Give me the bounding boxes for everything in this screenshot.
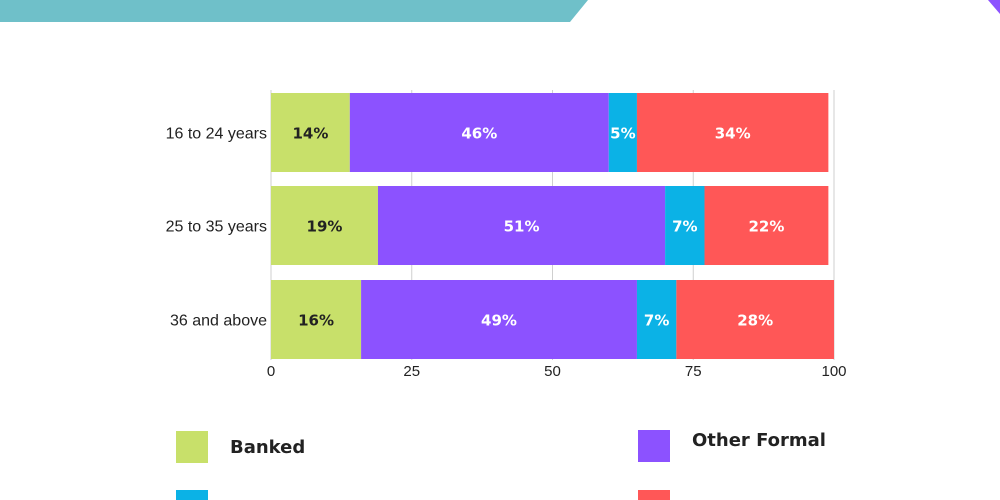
header-banner bbox=[0, 0, 588, 22]
legend-item-banked: Banked bbox=[176, 431, 305, 463]
category-label: 25 to 35 years bbox=[166, 219, 267, 236]
bar-segment bbox=[636, 280, 677, 359]
legend-swatch-banked bbox=[176, 431, 208, 463]
data-label: 16% bbox=[298, 312, 334, 330]
x-tick-label: 0 bbox=[267, 363, 275, 380]
bar-segment bbox=[349, 93, 609, 172]
legend-label-banked: Banked bbox=[230, 436, 306, 458]
bar-segment bbox=[271, 280, 362, 359]
legend-item-series-3 bbox=[176, 490, 208, 500]
data-label: 5% bbox=[610, 125, 635, 143]
bar-segment bbox=[665, 186, 705, 265]
x-tick-label: 100 bbox=[821, 363, 846, 380]
data-label: 46% bbox=[461, 125, 497, 143]
data-label: 49% bbox=[481, 312, 517, 330]
legend-swatch-series-4 bbox=[638, 490, 670, 500]
legend-swatch-other-formal bbox=[638, 430, 670, 462]
legend-swatch-series-3 bbox=[176, 490, 208, 500]
data-label: 19% bbox=[307, 218, 343, 236]
category-label: 36 and above bbox=[170, 313, 267, 330]
bar-segment bbox=[271, 93, 350, 172]
bar-segment bbox=[377, 186, 666, 265]
data-label: 14% bbox=[292, 125, 328, 143]
data-label: 51% bbox=[504, 218, 540, 236]
x-tick-label: 75 bbox=[685, 363, 702, 380]
x-tick-label: 25 bbox=[403, 363, 420, 380]
data-label: 7% bbox=[672, 218, 697, 236]
data-label: 34% bbox=[715, 125, 751, 143]
corner-decoration bbox=[988, 0, 1000, 14]
x-tick-label: 50 bbox=[544, 363, 561, 380]
bars bbox=[271, 93, 834, 359]
data-label: 22% bbox=[748, 218, 784, 236]
bar-segment bbox=[676, 280, 834, 359]
labels: 0 25 50 75 100 16 to 24 years 14% 46% 5% 34% 25 to… bbox=[166, 125, 847, 381]
data-label: 28% bbox=[737, 312, 773, 330]
bar-segment bbox=[636, 93, 829, 172]
bar-segment bbox=[271, 186, 378, 265]
legend-item-other-formal: Other Formal bbox=[638, 430, 826, 462]
bar-segment bbox=[608, 93, 637, 172]
category-label: 16 to 24 years bbox=[166, 126, 267, 143]
legend-label-other-formal: Other Formal bbox=[692, 429, 826, 451]
legend-item-series-4 bbox=[638, 490, 670, 500]
bar-segment bbox=[361, 280, 637, 359]
data-label: 7% bbox=[644, 312, 669, 330]
bar-segment bbox=[704, 186, 829, 265]
